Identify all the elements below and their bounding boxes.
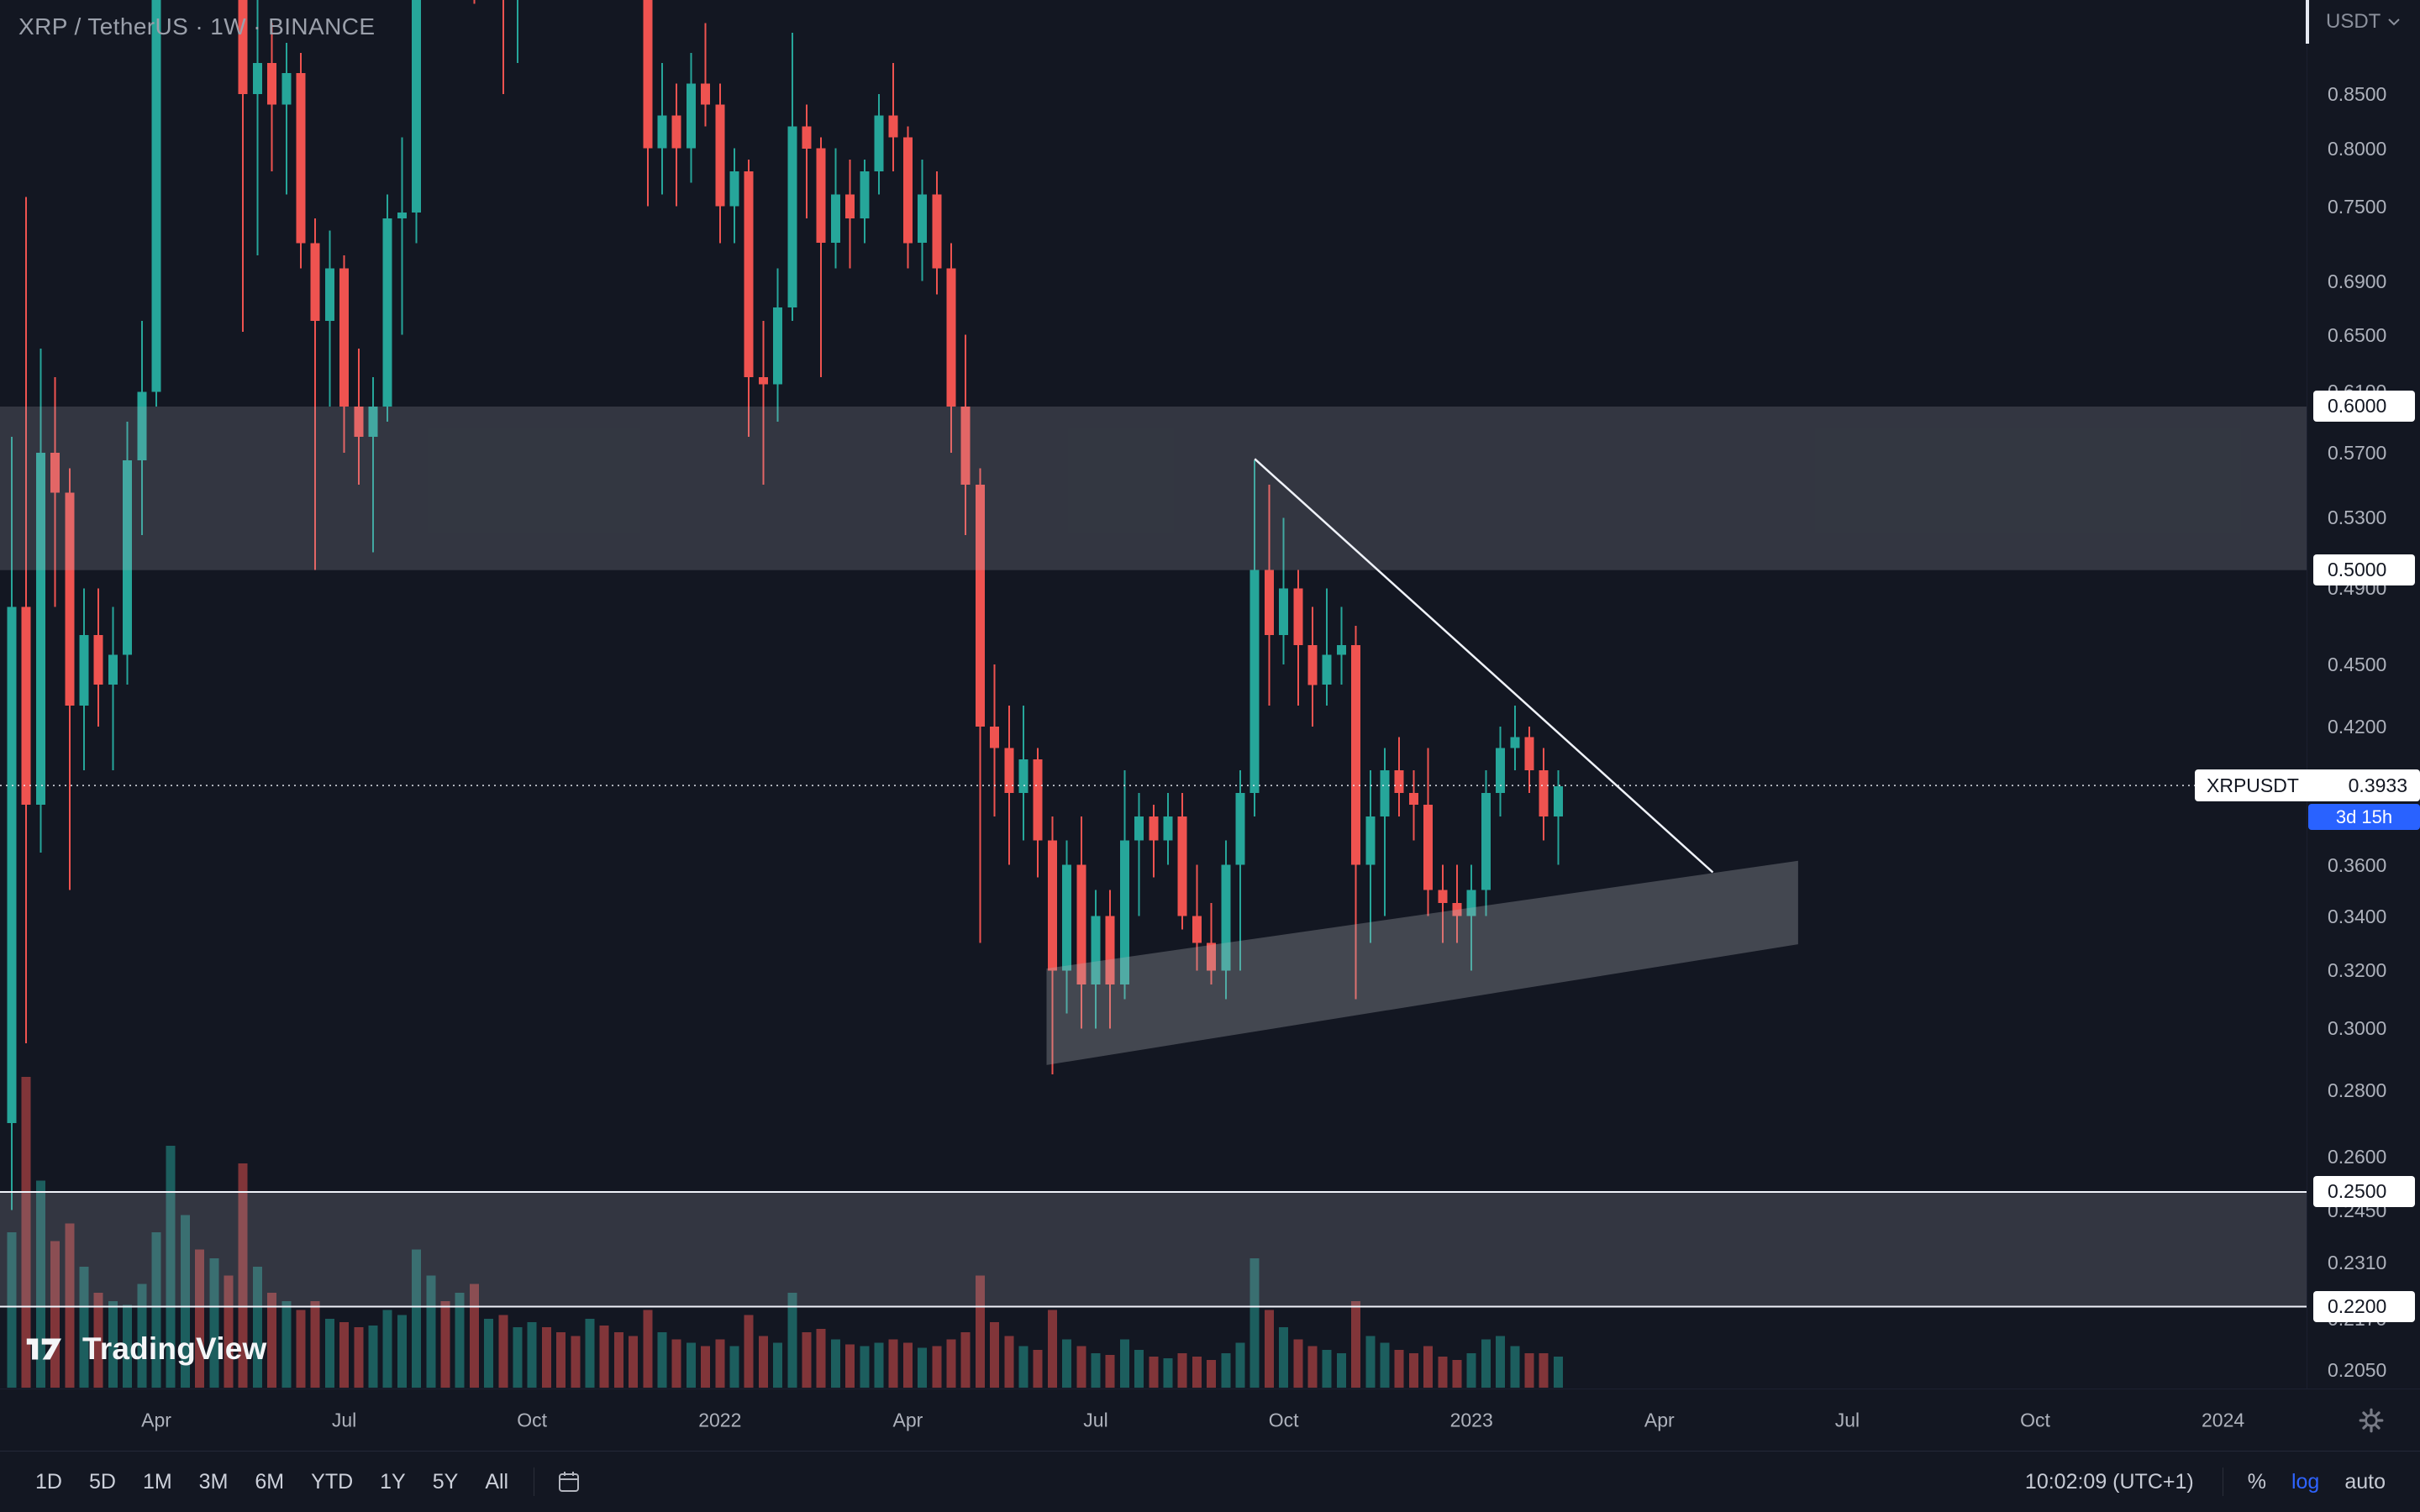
- price-axis-label: 0.3000: [2328, 1017, 2387, 1040]
- range-button-1y[interactable]: 1Y: [366, 1462, 419, 1502]
- current-price-badge: XRPUSDT 0.3933 3d 15h: [2195, 769, 2420, 831]
- range-button-3m[interactable]: 3M: [186, 1462, 242, 1502]
- zones-layer: [0, 407, 2307, 1308]
- price-level-badge: 0.5000: [2313, 554, 2415, 585]
- price-level-badge: 0.2200: [2313, 1290, 2415, 1322]
- price-axis-label: 0.8000: [2328, 137, 2387, 160]
- price-badge-symbol: XRPUSDT: [2207, 774, 2299, 796]
- price-axis-label: 0.8500: [2328, 83, 2387, 105]
- price-axis-label: 0.4200: [2328, 715, 2387, 738]
- time-axis-label: Jul: [331, 1409, 357, 1431]
- range-button-all[interactable]: All: [471, 1462, 522, 1502]
- time-axis[interactable]: Apr Jul Oct 2022 Apr Jul Oct 2023 Apr Jul Oct 2024: [0, 1389, 2420, 1452]
- go-to-date-icon[interactable]: [546, 1462, 592, 1501]
- tradingview-brand-text: TradingView: [82, 1331, 267, 1366]
- currency-label: USDT: [2326, 10, 2381, 33]
- currency-selector[interactable]: USDT: [2326, 10, 2401, 34]
- price-level-badge: 0.2500: [2313, 1175, 2415, 1207]
- time-axis-label: Jul: [1834, 1409, 1860, 1431]
- ascending-channel-drawing: [1046, 860, 1798, 1065]
- auto-scale-button[interactable]: auto: [2332, 1462, 2398, 1502]
- time-axis-label: Apr: [1644, 1409, 1675, 1431]
- price-axis-label: 0.2310: [2328, 1252, 2387, 1274]
- range-button-5y[interactable]: 5Y: [419, 1462, 472, 1502]
- price-axis[interactable]: USDT 0.85000.80000.75000.69000.65000.610…: [2307, 0, 2420, 1389]
- time-axis-label: Oct: [2020, 1409, 2050, 1431]
- time-axis-label: 2024: [2202, 1409, 2245, 1431]
- volume-bars-layer: [7, 1077, 1563, 1388]
- price-axis-label: 0.6900: [2328, 270, 2387, 292]
- range-button-6m[interactable]: 6M: [241, 1462, 297, 1502]
- log-scale-button[interactable]: log: [2279, 1462, 2332, 1502]
- time-axis-label: Apr: [892, 1409, 923, 1431]
- price-axis-label: 0.7500: [2328, 195, 2387, 218]
- current-price-row: XRPUSDT 0.3933: [2195, 769, 2420, 802]
- range-button-1d[interactable]: 1D: [22, 1462, 76, 1502]
- descending-trendline-drawing: [1254, 458, 1714, 874]
- candles-layer: [7, 0, 1563, 1210]
- symbol-title[interactable]: XRP / TetherUS · 1W · BINANCE: [18, 13, 376, 39]
- price-axis-scroll-indicator: [2306, 0, 2309, 44]
- clock[interactable]: 10:02:09 (UTC+1): [2024, 1469, 2194, 1494]
- time-axis-label: Oct: [1268, 1409, 1299, 1431]
- percent-scale-button[interactable]: %: [2235, 1462, 2279, 1502]
- price-axis-label: 0.5300: [2328, 507, 2387, 529]
- price-axis-label: 0.3600: [2328, 853, 2387, 876]
- price-axis-label: 0.3200: [2328, 959, 2387, 982]
- price-axis-label: 0.6500: [2328, 323, 2387, 346]
- range-button-1m[interactable]: 1M: [129, 1462, 186, 1502]
- candlestick-chart[interactable]: [0, 0, 2307, 1389]
- time-axis-label: Jul: [1083, 1409, 1108, 1431]
- range-button-ytd[interactable]: YTD: [297, 1462, 366, 1502]
- price-axis-label: 0.2600: [2328, 1146, 2387, 1168]
- tradingview-logo-icon: [26, 1338, 62, 1360]
- time-axis-label: Apr: [141, 1409, 171, 1431]
- bar-countdown-badge: 3d 15h: [2308, 804, 2420, 831]
- price-level-badge: 0.6000: [2313, 390, 2415, 422]
- price-axis-label: 0.5700: [2328, 441, 2387, 464]
- settings-gear-icon[interactable]: [2358, 1407, 2385, 1434]
- tradingview-logo[interactable]: TradingView: [25, 1331, 266, 1367]
- price-axis-label: 0.2050: [2328, 1358, 2387, 1381]
- time-axis-label: 2022: [698, 1409, 742, 1431]
- price-axis-label: 0.4500: [2328, 654, 2387, 676]
- price-axis-label: 0.2800: [2328, 1079, 2387, 1101]
- price-badge-value: 0.3933: [2348, 774, 2407, 796]
- price-axis-label: 0.3400: [2328, 905, 2387, 927]
- time-axis-label: 2023: [1449, 1409, 1493, 1431]
- range-buttons: 1D 5D 1M 3M 6M YTD 1Y 5Y All: [22, 1462, 522, 1502]
- chart-pane[interactable]: XRP / TetherUS · 1W · BINANCE TradingVie…: [0, 0, 2307, 1389]
- chevron-down-icon: [2388, 18, 2401, 25]
- bottom-toolbar: 1D 5D 1M 3M 6M YTD 1Y 5Y All 10:02:09 (UTC+1) % …: [0, 1451, 2420, 1512]
- time-axis-label: Oct: [517, 1409, 548, 1431]
- range-button-5d[interactable]: 5D: [76, 1462, 129, 1502]
